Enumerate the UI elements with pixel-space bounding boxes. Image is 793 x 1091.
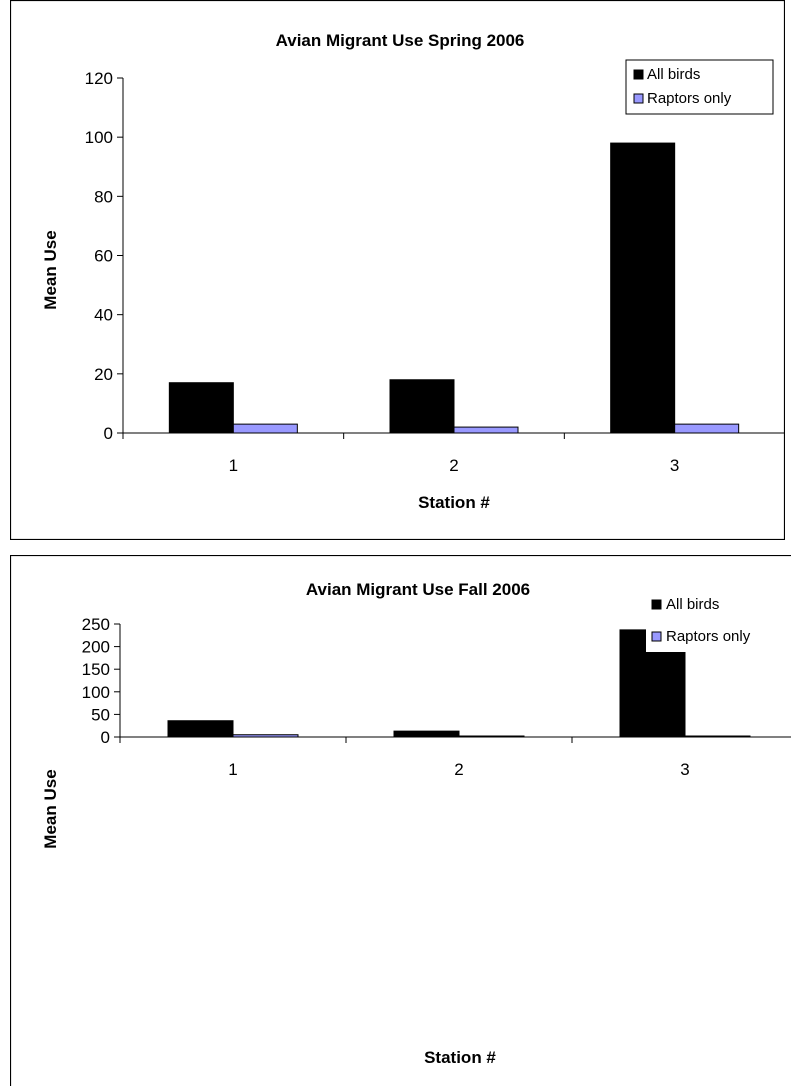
chart-title: Avian Migrant Use Spring 2006 bbox=[276, 31, 525, 50]
y-tick-label: 100 bbox=[85, 128, 113, 147]
bar-all-birds bbox=[168, 721, 233, 737]
legend-label-raptors-only: Raptors only bbox=[647, 90, 732, 107]
legend: All birds Raptors only bbox=[646, 588, 791, 652]
bar-raptors-only bbox=[233, 735, 298, 737]
y-tick-label: 60 bbox=[94, 247, 113, 266]
legend: All birds Raptors only bbox=[626, 60, 773, 114]
y-tick-label: 80 bbox=[94, 187, 113, 206]
x-tick-label: 2 bbox=[454, 760, 463, 779]
bar-raptors-only bbox=[459, 736, 524, 737]
y-axis-label: Mean Use bbox=[41, 230, 60, 309]
bar-all-birds bbox=[611, 143, 675, 433]
bar-raptors-only bbox=[233, 424, 297, 433]
x-tick-label: 2 bbox=[449, 456, 458, 475]
spring-chart-panel: Avian Migrant Use Spring 2006 Station # … bbox=[10, 0, 785, 540]
y-tick-label: 50 bbox=[91, 705, 110, 724]
bar-raptors-only bbox=[685, 736, 750, 737]
x-axis-label: Station # bbox=[418, 493, 490, 512]
legend-label-raptors-only: Raptors only bbox=[666, 628, 751, 645]
bar-all-birds bbox=[169, 383, 233, 433]
bar-raptors-only bbox=[675, 424, 739, 433]
x-tick-label: 1 bbox=[228, 760, 237, 779]
legend-swatch-raptors-only bbox=[652, 632, 661, 641]
chart-title: Avian Migrant Use Fall 2006 bbox=[306, 580, 530, 599]
y-tick-label: 150 bbox=[82, 660, 110, 679]
y-tick-label: 200 bbox=[82, 638, 110, 657]
bar-all-birds bbox=[394, 731, 459, 737]
fall-chart-svg: Avian Migrant Use Fall 2006 Station # Me… bbox=[10, 555, 791, 1086]
y-tick-label: 0 bbox=[104, 424, 113, 443]
y-tick-label: 20 bbox=[94, 365, 113, 384]
legend-swatch-raptors-only bbox=[634, 94, 643, 103]
y-tick-label: 250 bbox=[82, 615, 110, 634]
legend-label-all-birds: All birds bbox=[647, 66, 700, 83]
y-tick-label: 40 bbox=[94, 306, 113, 325]
spring-chart-svg: Avian Migrant Use Spring 2006 Station # … bbox=[10, 0, 785, 540]
x-axis-label: Station # bbox=[424, 1048, 496, 1067]
fall-chart-panel: Avian Migrant Use Fall 2006 Station # Me… bbox=[10, 555, 791, 1086]
x-tick-label: 3 bbox=[670, 456, 679, 475]
x-tick-label: 1 bbox=[229, 456, 238, 475]
y-tick-label: 100 bbox=[82, 683, 110, 702]
x-tick-label: 3 bbox=[680, 760, 689, 779]
legend-swatch-all-birds bbox=[652, 600, 661, 609]
legend-swatch-all-birds bbox=[634, 70, 643, 79]
legend-label-all-birds: All birds bbox=[666, 596, 719, 613]
y-axis-label: Mean Use bbox=[41, 769, 60, 848]
y-tick-label: 120 bbox=[85, 69, 113, 88]
bar-all-birds bbox=[390, 380, 454, 433]
bar-raptors-only bbox=[454, 427, 518, 433]
y-tick-label: 0 bbox=[101, 728, 110, 747]
